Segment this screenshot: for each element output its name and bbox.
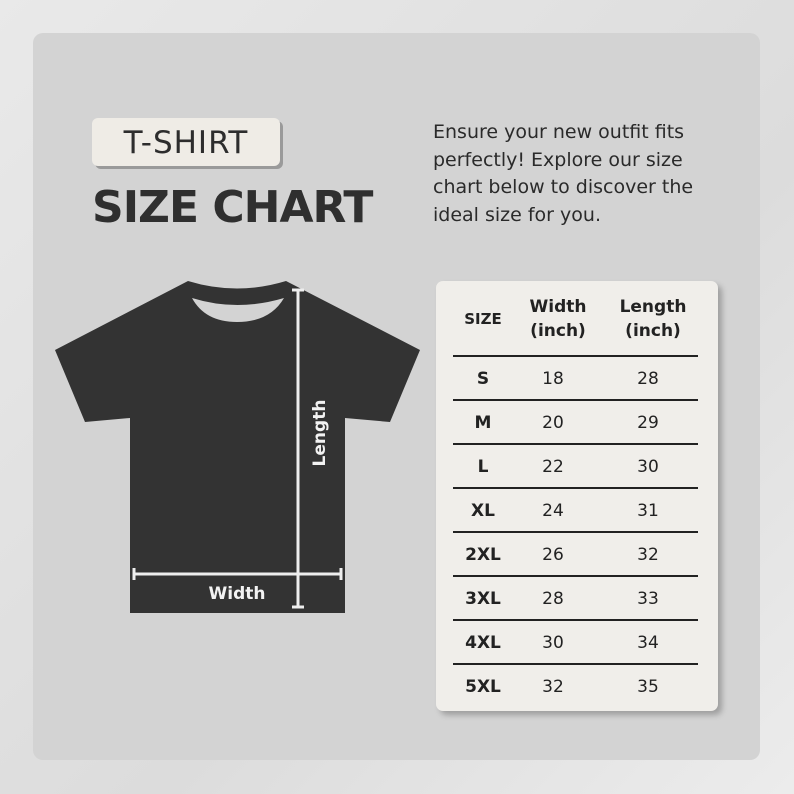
cell-length: 31 — [637, 501, 659, 521]
neckline — [192, 298, 284, 322]
cell-width: 26 — [542, 545, 564, 565]
table-row: S 18 28 — [453, 355, 698, 401]
cell-size: S — [476, 369, 490, 389]
cell-size: L — [477, 457, 489, 477]
size-table: SIZE Width (inch) Length (inch) S 18 28 M 20… — [436, 281, 718, 711]
header-width-unit: (inch) — [530, 321, 586, 341]
cell-length: 33 — [637, 589, 659, 609]
table-row: 5XL 32 35 — [453, 663, 698, 709]
tshirt-badge: T-SHIRT — [92, 118, 280, 166]
cell-size: 3XL — [465, 589, 501, 609]
cell-length: 34 — [637, 633, 659, 653]
cell-size: XL — [471, 501, 495, 521]
cell-size: 2XL — [465, 545, 501, 565]
cell-size: 5XL — [465, 677, 501, 697]
cell-size: M — [474, 413, 492, 433]
cell-length: 35 — [637, 677, 659, 697]
cell-length: 32 — [637, 545, 659, 565]
cell-width: 22 — [542, 457, 564, 477]
table-row: 2XL 26 32 — [453, 531, 698, 577]
cell-width: 18 — [542, 369, 564, 389]
table-row: L 22 30 — [453, 443, 698, 489]
cell-width: 28 — [542, 589, 564, 609]
cell-length: 30 — [637, 457, 659, 477]
cell-length: 28 — [637, 369, 659, 389]
cell-width: 24 — [542, 501, 564, 521]
length-label: Length — [310, 400, 330, 467]
width-label: Width — [209, 584, 266, 604]
table-row: 4XL 30 34 — [453, 619, 698, 665]
table-header: SIZE Width (inch) Length (inch) — [436, 295, 718, 355]
header-length: Length — [619, 297, 687, 317]
table-row: XL 24 31 — [453, 487, 698, 533]
header-size: SIZE — [464, 310, 502, 328]
measure-lines — [132, 288, 343, 609]
tshirt-icon — [55, 281, 420, 613]
cell-width: 32 — [542, 677, 564, 697]
cell-size: 4XL — [465, 633, 501, 653]
table-row: 3XL 28 33 — [453, 575, 698, 621]
header-width: Width — [529, 297, 587, 317]
cell-width: 30 — [542, 633, 564, 653]
table-row: M 20 29 — [453, 399, 698, 445]
page-title: SIZE CHART — [92, 182, 373, 233]
header-length-unit: (inch) — [625, 321, 681, 341]
cell-width: 20 — [542, 413, 564, 433]
cell-length: 29 — [637, 413, 659, 433]
description: Ensure your new outfit fits perfectly! E… — [433, 121, 694, 226]
